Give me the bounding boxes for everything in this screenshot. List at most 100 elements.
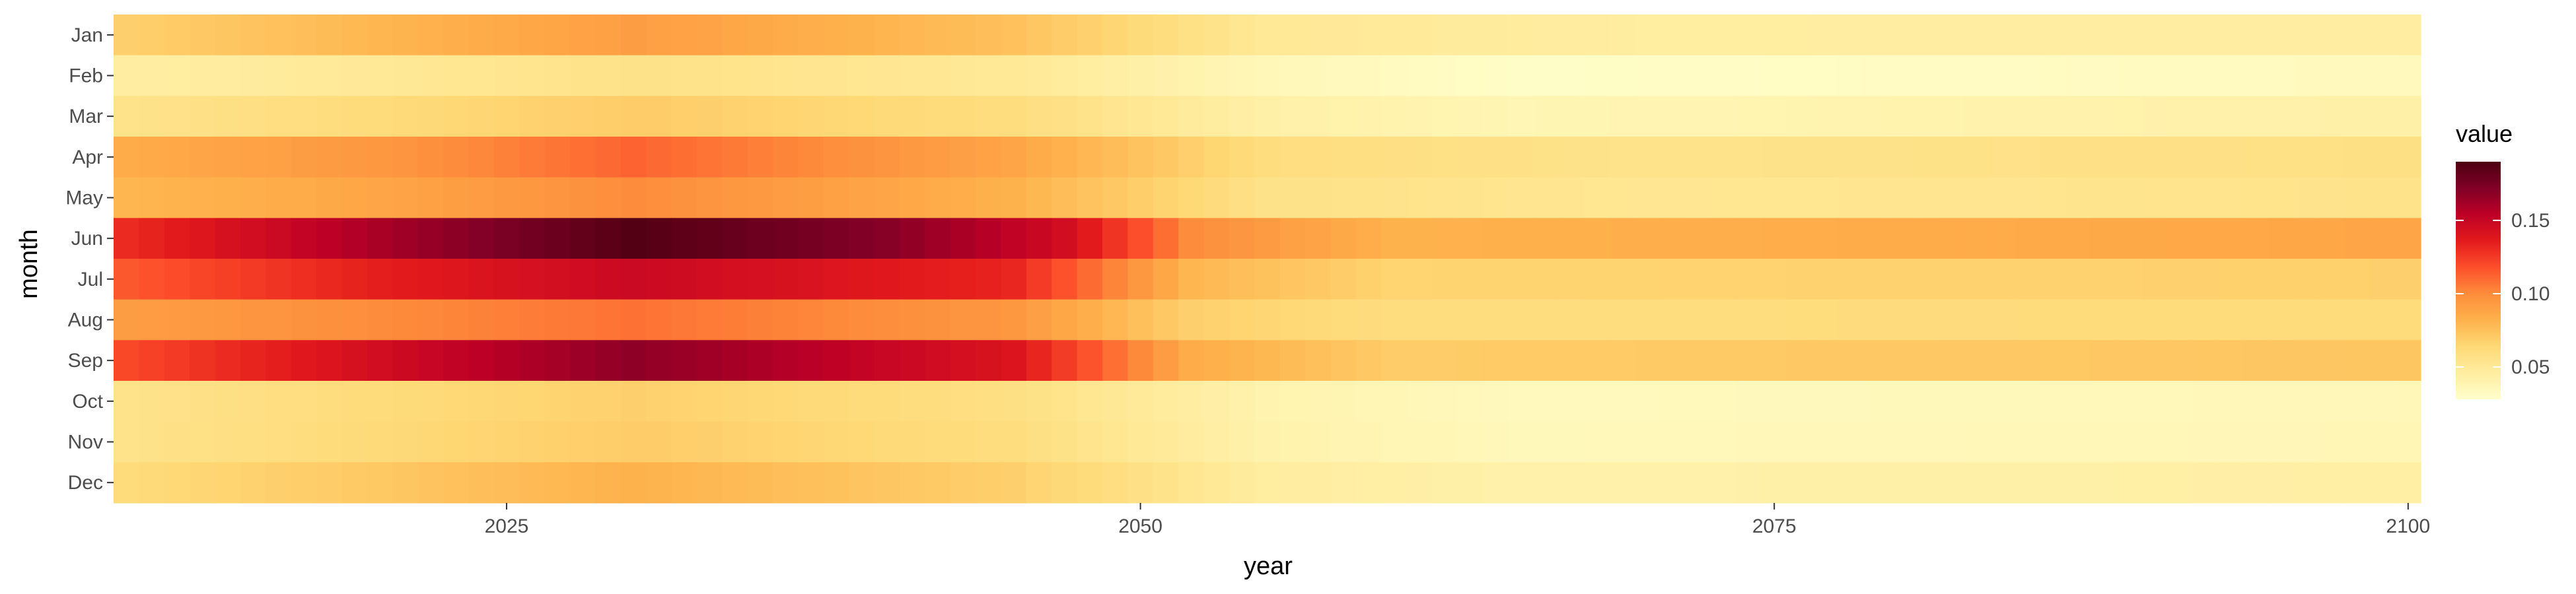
heatmap-cell <box>1178 177 1205 218</box>
heatmap-cell <box>1964 218 1991 259</box>
heatmap-cell <box>1406 177 1433 218</box>
heatmap-cell <box>1584 218 1610 259</box>
heatmap-cell <box>1635 462 1661 504</box>
heatmap-cell <box>950 340 976 381</box>
heatmap-cell <box>2370 137 2396 178</box>
heatmap-cell <box>1279 15 1306 56</box>
heatmap-cell <box>1914 421 1940 463</box>
heatmap-cell <box>1533 421 1559 463</box>
heatmap-cell <box>899 15 925 56</box>
heatmap-cell <box>1254 381 1281 422</box>
heatmap-cell <box>2116 96 2143 137</box>
heatmap-cell <box>569 15 596 56</box>
y-tick-label: Aug <box>68 310 103 331</box>
heatmap-cell <box>849 381 875 422</box>
heatmap-cell <box>1153 340 1179 381</box>
heatmap-cell <box>493 421 520 463</box>
heatmap-cell <box>367 421 393 463</box>
heatmap-cell <box>696 55 723 96</box>
heatmap-cell <box>874 259 900 300</box>
heatmap-cell <box>215 55 241 96</box>
heatmap-cell <box>2243 421 2270 463</box>
heatmap-cell <box>2395 15 2421 56</box>
heatmap-cell <box>1229 137 1255 178</box>
heatmap-cell <box>1660 55 1686 96</box>
heatmap-cell <box>1279 218 1306 259</box>
heatmap-cell <box>1584 299 1610 341</box>
heatmap-cell <box>164 462 190 504</box>
heatmap-cell <box>1812 381 1838 422</box>
heatmap-cell <box>443 55 469 96</box>
heatmap-cell <box>1863 218 1889 259</box>
heatmap-cell <box>417 96 444 137</box>
heatmap-cell <box>291 177 317 218</box>
heatmap-cell <box>2370 15 2396 56</box>
heatmap-cell <box>341 421 368 463</box>
heatmap-cell <box>468 381 495 422</box>
heatmap-cell <box>2344 15 2371 56</box>
heatmap-cell <box>2217 462 2244 504</box>
heatmap-cell <box>1533 259 1559 300</box>
heatmap-cell <box>1685 177 1711 218</box>
heatmap-cell <box>925 299 951 341</box>
heatmap-cell <box>2319 177 2345 218</box>
heatmap-cell <box>114 55 139 96</box>
heatmap-cell <box>671 177 698 218</box>
heatmap-cell <box>2040 177 2067 218</box>
heatmap-cell <box>1914 340 1940 381</box>
heatmap-cell <box>1711 381 1737 422</box>
heatmap-cell <box>747 340 773 381</box>
heatmap-cell <box>1127 421 1154 463</box>
heatmap-cell <box>215 218 241 259</box>
heatmap-cell <box>569 218 596 259</box>
heatmap-cell <box>1077 137 1103 178</box>
heatmap-cell <box>417 218 444 259</box>
heatmap-cell <box>1127 218 1154 259</box>
y-tick-label: May <box>65 187 103 209</box>
heatmap-cell <box>823 259 849 300</box>
heatmap-cell <box>595 96 622 137</box>
heatmap-cell <box>2268 15 2295 56</box>
heatmap-cell <box>2370 462 2396 504</box>
heatmap-cell <box>493 96 520 137</box>
heatmap-cell <box>2268 299 2295 341</box>
heatmap-cell <box>798 421 824 463</box>
heatmap-cell <box>2217 15 2244 56</box>
heatmap-cell <box>1787 381 1813 422</box>
heatmap-cell <box>798 259 824 300</box>
heatmap-cell <box>2065 96 2092 137</box>
heatmap-cell <box>291 462 317 504</box>
heatmap-cell <box>1102 218 1128 259</box>
heatmap-cell <box>392 15 419 56</box>
heatmap-cell <box>2065 15 2092 56</box>
heatmap-cell <box>1660 218 1686 259</box>
heatmap-cell <box>696 15 723 56</box>
heatmap-cell <box>646 299 672 341</box>
heatmap-cell <box>1254 340 1281 381</box>
heatmap-cell <box>798 299 824 341</box>
y-axis: Jan Feb Mar Apr May Jun Jul Aug Sep Oct Nov Dec <box>65 24 114 494</box>
heatmap-cell <box>1635 340 1661 381</box>
heatmap-cell <box>1355 177 1382 218</box>
heatmap-cell <box>1432 177 1458 218</box>
heatmap-cell <box>1838 15 1864 56</box>
heatmap-cell <box>2065 137 2092 178</box>
heatmap-cell <box>139 259 165 300</box>
heatmap-cell <box>1888 381 1914 422</box>
heatmap-cell <box>823 55 849 96</box>
heatmap-cell <box>519 421 546 463</box>
heatmap-cell <box>595 340 622 381</box>
heatmap-cell <box>1203 218 1230 259</box>
heatmap-cell <box>1203 137 1230 178</box>
heatmap-cell <box>773 421 799 463</box>
heatmap-cell <box>1989 381 2016 422</box>
heatmap-cell <box>2243 55 2270 96</box>
heatmap-cell <box>1989 137 2016 178</box>
heatmap-cell <box>1279 340 1306 381</box>
heatmap-cell <box>1052 381 1078 422</box>
heatmap-cell <box>696 218 723 259</box>
heatmap-cell <box>620 15 647 56</box>
heatmap-cell <box>2065 218 2092 259</box>
heatmap-cell <box>114 137 139 178</box>
heatmap-cell <box>2167 462 2194 504</box>
